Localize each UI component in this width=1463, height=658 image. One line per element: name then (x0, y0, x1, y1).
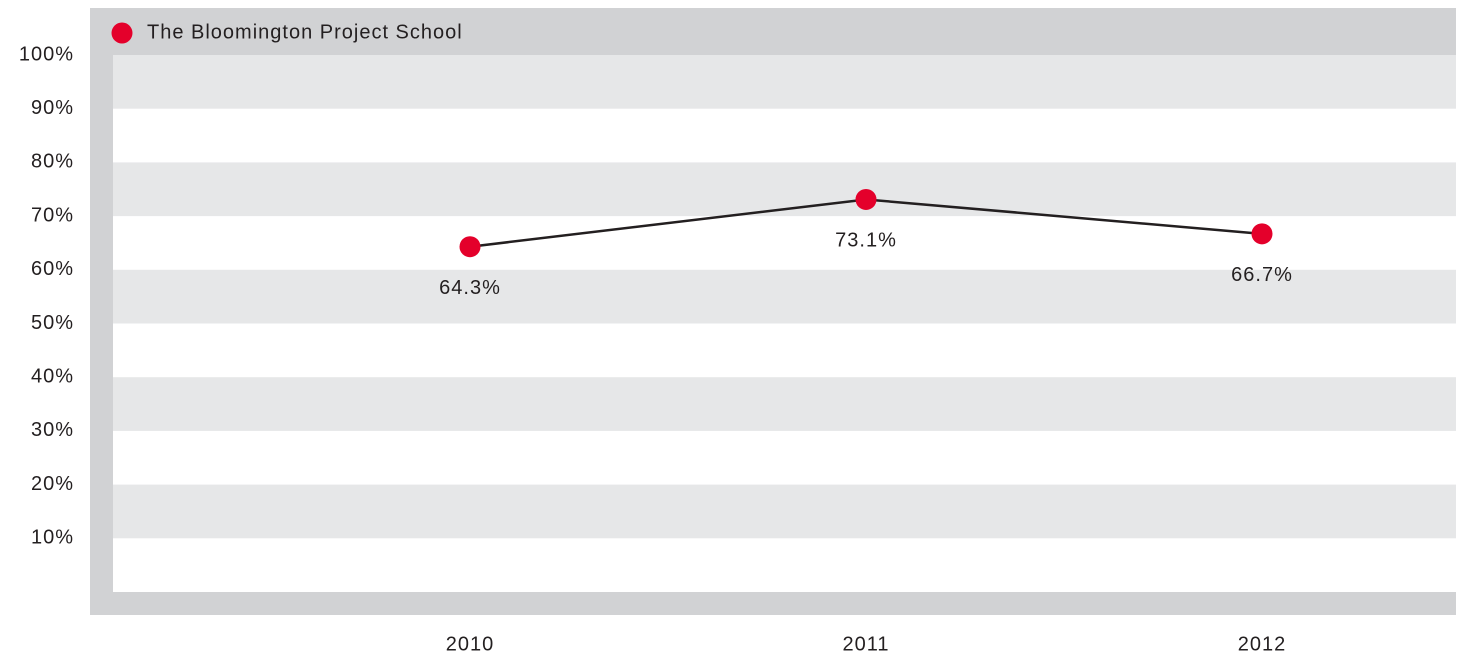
y-tick-label: 100% (19, 43, 74, 65)
legend-marker (111, 22, 133, 44)
x-tick-label: 2010 (446, 633, 495, 655)
y-tick-label: 70% (31, 204, 74, 226)
x-tick-label: 2012 (1238, 633, 1287, 655)
y-tick-label: 60% (31, 258, 74, 280)
y-tick-label: 20% (31, 473, 74, 495)
y-tick-label: 10% (31, 527, 74, 549)
grid-band (113, 377, 1456, 431)
y-tick-label: 80% (31, 151, 74, 173)
data-label: 64.3% (439, 277, 501, 299)
bands (113, 55, 1456, 539)
grid-band (113, 484, 1456, 539)
y-tick-label: 50% (31, 312, 74, 334)
data-point (459, 236, 481, 258)
data-label: 66.7% (1231, 264, 1293, 286)
y-tick-label: 90% (31, 97, 74, 119)
y-tick-label: 40% (31, 365, 74, 387)
grid-band (113, 269, 1456, 324)
data-label: 73.1% (835, 230, 897, 252)
data-point (855, 188, 877, 210)
x-tick-label: 2011 (842, 633, 889, 655)
y-tick-label: 30% (31, 419, 74, 441)
data-point (1251, 223, 1273, 245)
grid-band (113, 162, 1456, 217)
grid-band (113, 55, 1456, 109)
legend-label: The Bloomington Project School (147, 21, 463, 43)
